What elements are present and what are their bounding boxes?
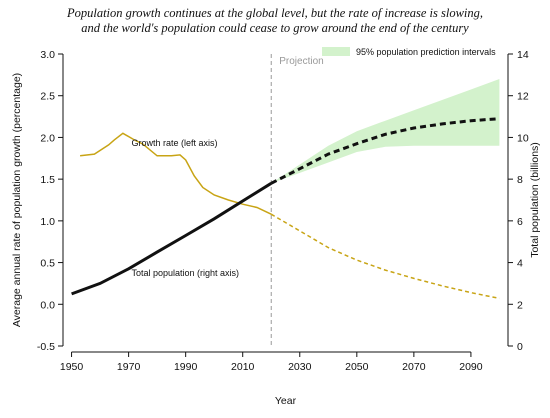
total-population-estimate-line xyxy=(71,182,272,296)
y-left-tick-label: 0.0 xyxy=(40,299,55,311)
y-left-tick-label: 0.5 xyxy=(40,258,55,270)
x-tick-label: 2090 xyxy=(459,361,483,373)
y-left-tick-label: 1.5 xyxy=(40,174,55,186)
x-tick-label: 1990 xyxy=(174,361,198,373)
growth-rate-estimate-line xyxy=(80,132,272,215)
title-line-1: Population growth continues at the globa… xyxy=(66,6,484,20)
chart-title: Population growth continues at the globa… xyxy=(0,6,550,36)
y-right-tick-label: 10 xyxy=(517,132,529,144)
growth-rate-annotation: Growth rate (left axis) xyxy=(131,138,217,148)
x-tick-label: 2030 xyxy=(288,361,312,373)
y-left-tick-label: -0.5 xyxy=(37,341,55,353)
y-left-tick-label: 1.0 xyxy=(40,216,55,228)
y-right-axis-title: Total population (billions) xyxy=(529,142,541,258)
y-left-tick-label: 2.5 xyxy=(40,91,55,103)
y-right-tick-label: 14 xyxy=(517,49,529,61)
y-right-tick-label: 6 xyxy=(517,216,523,228)
projection-label: Projection xyxy=(279,56,323,67)
y-right-tick-label: 8 xyxy=(517,174,523,186)
x-tick-label: 2070 xyxy=(402,361,426,373)
x-tick-label: 1970 xyxy=(117,361,141,373)
legend-label: 95% population prediction intervals xyxy=(356,47,496,57)
growth-rate-projection-line xyxy=(270,213,500,300)
legend-swatch xyxy=(322,47,350,56)
y-left-tick-label: 3.0 xyxy=(40,49,55,61)
y-left-tick-label: 2.0 xyxy=(40,132,55,144)
y-right-tick-label: 12 xyxy=(517,91,529,103)
title-line-2: and the world's population could cease t… xyxy=(81,21,469,35)
x-tick-label: 2010 xyxy=(231,361,255,373)
y-right-tick-label: 2 xyxy=(517,299,523,311)
x-axis-title: Year xyxy=(275,395,297,407)
total-population-projection-line xyxy=(270,117,500,185)
x-tick-label: 1950 xyxy=(60,361,84,373)
annotation-layer: Projection 95% population prediction inte… xyxy=(11,47,541,407)
prediction-interval-layer xyxy=(271,79,500,184)
y-right-tick-label: 4 xyxy=(517,258,523,270)
y-left-axis-title: Average annual rate of population growth… xyxy=(11,73,23,327)
axes-layer xyxy=(58,53,513,357)
y-right-tick-label: 0 xyxy=(517,341,523,353)
population-annotation: Total population (right axis) xyxy=(131,268,239,278)
x-tick-label: 2050 xyxy=(345,361,369,373)
series-layer xyxy=(71,117,500,300)
prediction-interval-band xyxy=(271,79,500,184)
